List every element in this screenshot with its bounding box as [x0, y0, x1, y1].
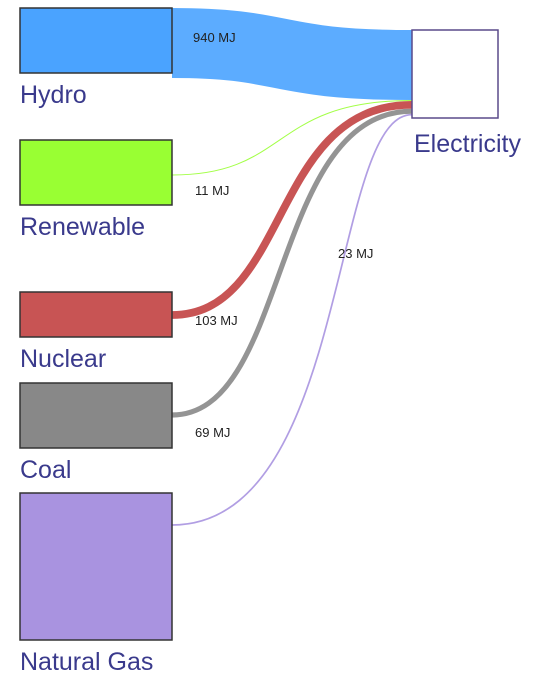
target-label: Electricity: [414, 130, 521, 158]
link: [171, 113, 413, 526]
node: [19, 291, 173, 338]
value-label: 103 MJ: [195, 313, 238, 328]
node-label: Coal: [20, 456, 71, 484]
value-label: 69 MJ: [195, 425, 230, 440]
node: [19, 7, 173, 74]
node-label: Hydro: [20, 81, 87, 109]
link: [171, 8, 413, 100]
node-label: Renewable: [20, 213, 145, 241]
link: [171, 108, 413, 418]
node-label: Natural Gas: [20, 648, 153, 676]
value-label: 23 MJ: [338, 246, 373, 261]
link: [171, 100, 413, 176]
value-label: 11 MJ: [195, 183, 229, 198]
target-node: [411, 29, 499, 119]
value-label: 940 MJ: [193, 30, 236, 45]
link: [171, 100, 413, 319]
node: [19, 382, 173, 449]
node: [19, 139, 173, 206]
node-label: Nuclear: [20, 345, 106, 373]
node: [19, 492, 173, 641]
